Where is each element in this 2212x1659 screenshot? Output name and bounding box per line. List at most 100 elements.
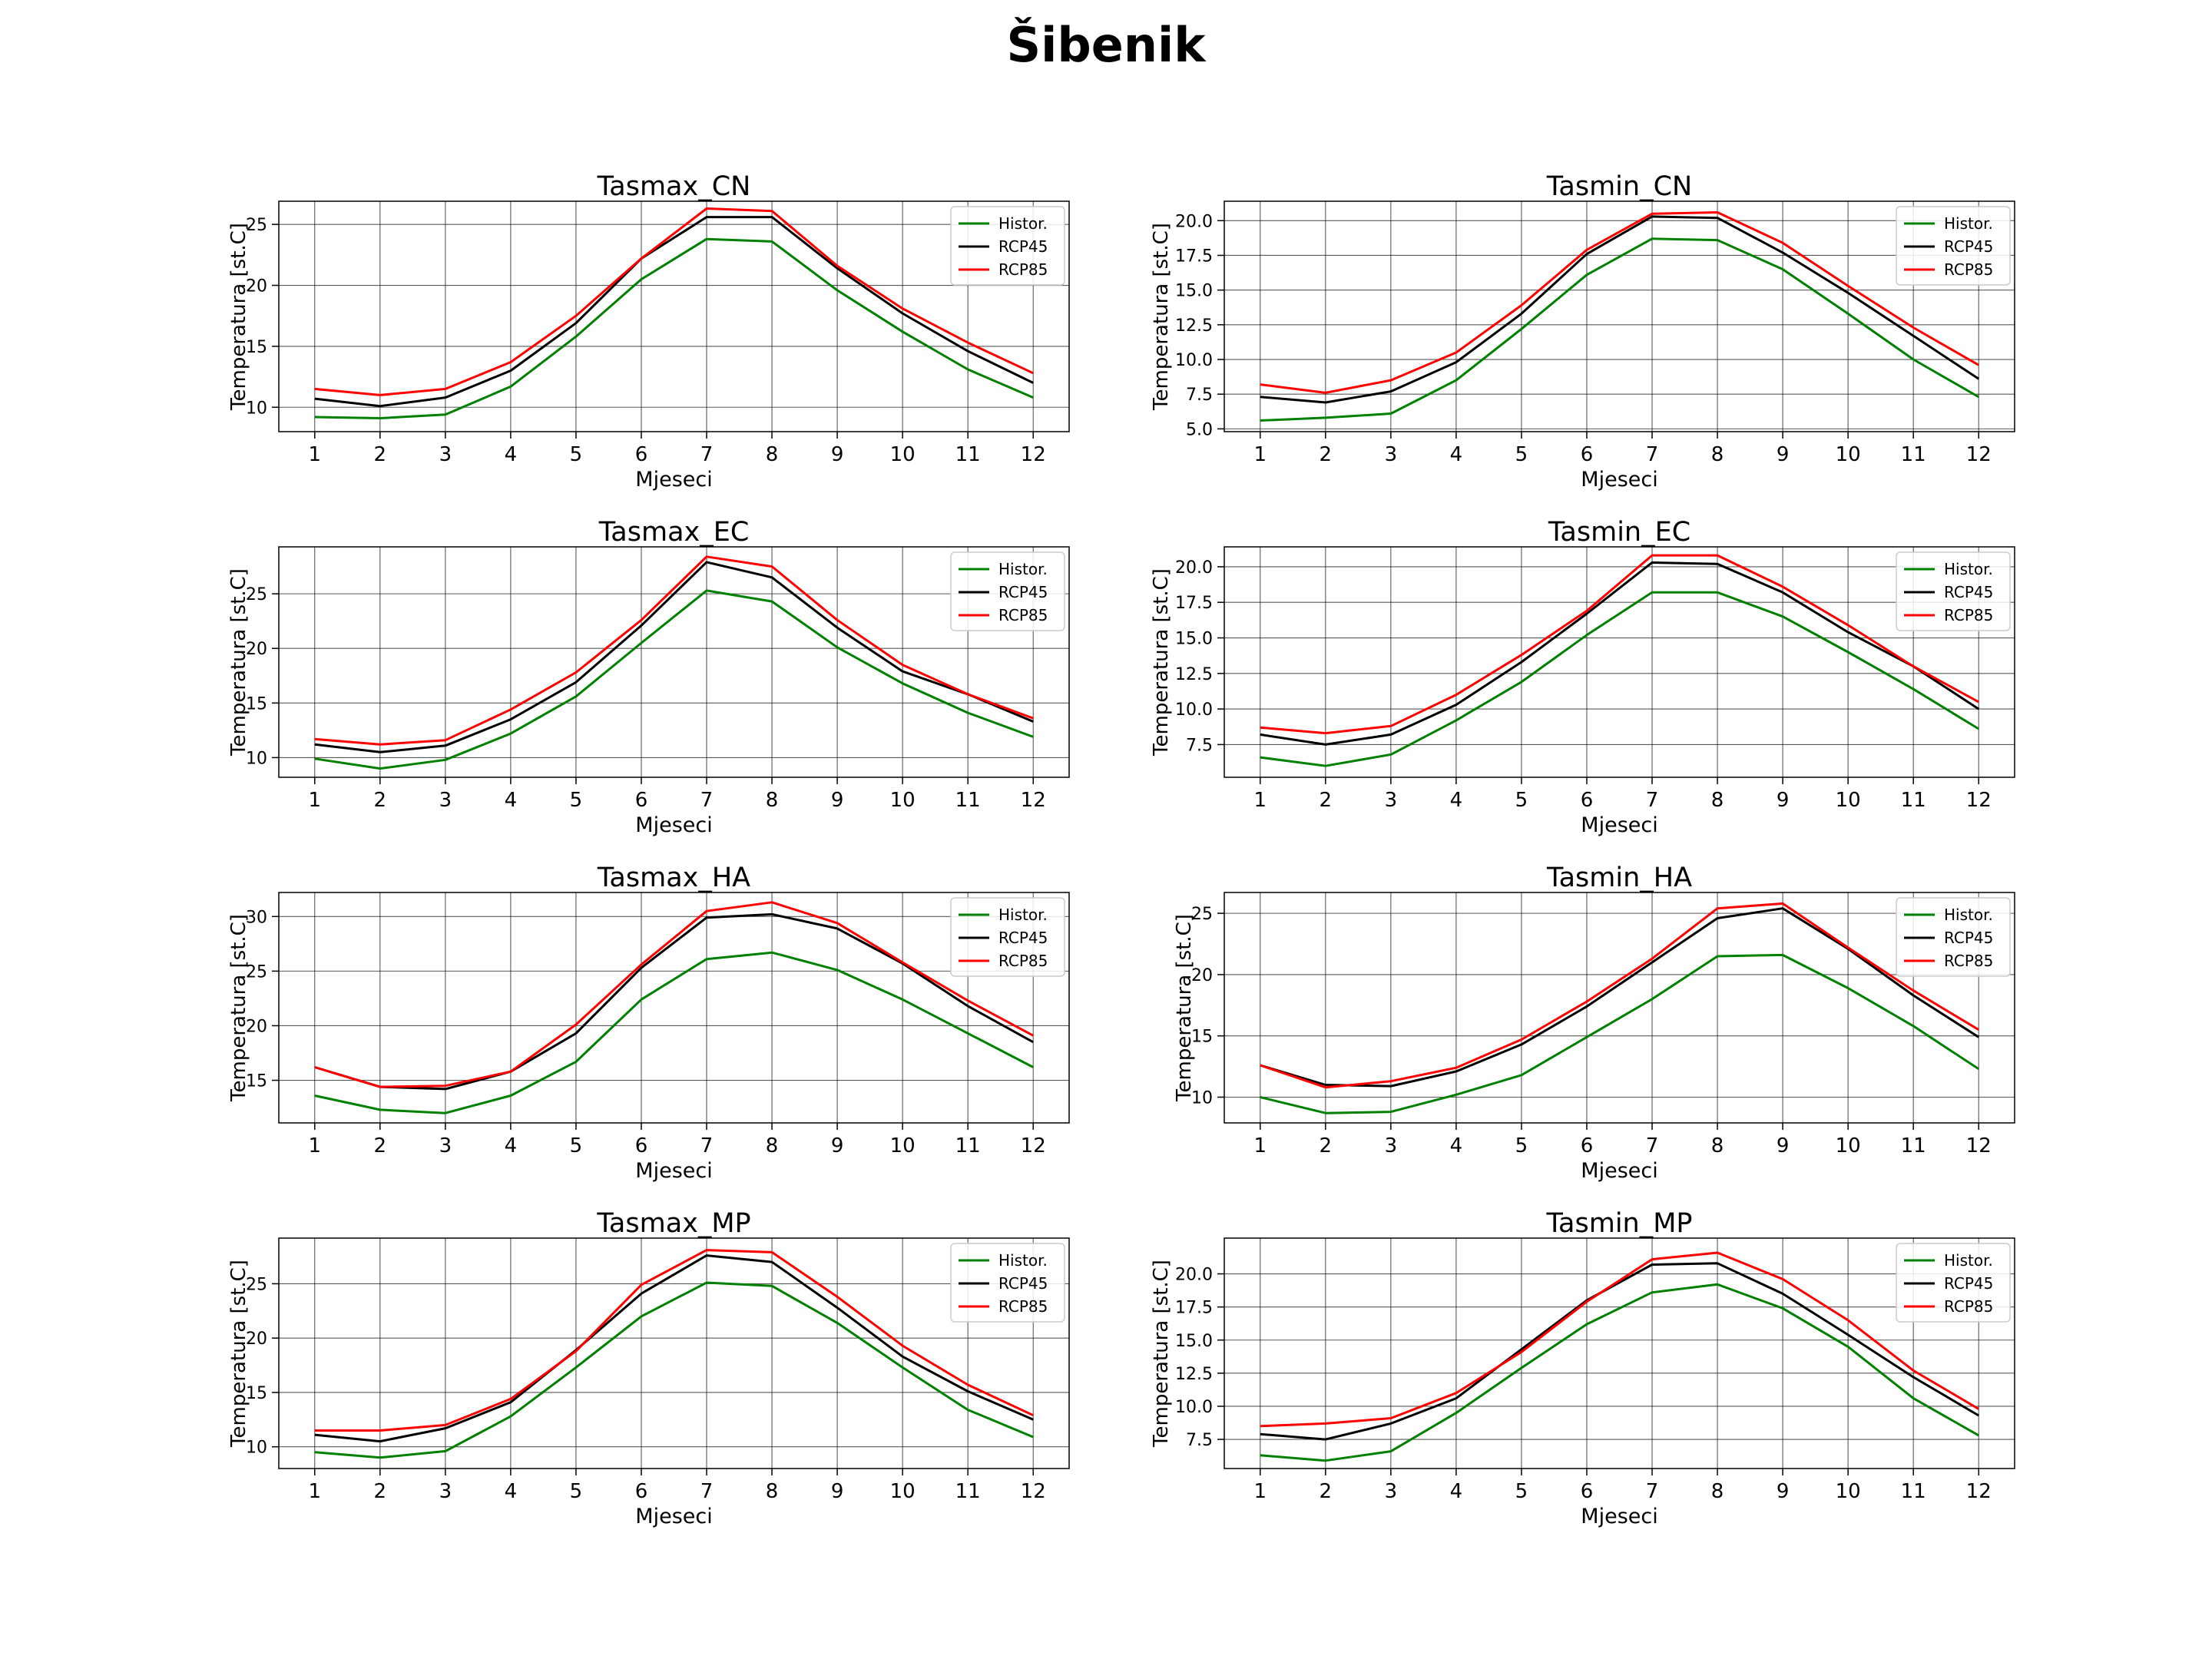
x-tick-label: 5 bbox=[1515, 1134, 1528, 1157]
x-tick-label: 8 bbox=[766, 789, 779, 812]
x-tick-label: 10 bbox=[890, 1480, 916, 1503]
legend: Histor. RCP45 RCP85 bbox=[1896, 1243, 2011, 1323]
y-axis-label: Temperatura [st.C] bbox=[1150, 223, 1173, 411]
x-tick-label: 7 bbox=[700, 789, 714, 812]
x-axis-label: Mjeseci bbox=[635, 1505, 712, 1528]
x-tick-label: 8 bbox=[1711, 443, 1724, 466]
y-axis-label: Temperatura [st.C] bbox=[227, 1260, 250, 1448]
legend: Histor. RCP45 RCP85 bbox=[950, 897, 1065, 977]
legend-box bbox=[950, 206, 1065, 286]
series-line-histor bbox=[1260, 237, 1979, 422]
series-line-rcp85 bbox=[1260, 1251, 1979, 1428]
subplot-tasmin-ha: 1 2 3 4 5 6 7 8 9 10 11 1210152025Tasmin_HAMjeseciT… bbox=[1173, 863, 2015, 1183]
x-tick-label: 7 bbox=[1646, 1134, 1659, 1157]
x-tick-label: 4 bbox=[1450, 789, 1463, 812]
series-line-rcp45 bbox=[314, 561, 1034, 753]
x-tick-label: 5 bbox=[1515, 789, 1528, 812]
legend-label: Histor. bbox=[1944, 214, 1993, 233]
series-line-rcp85 bbox=[314, 555, 1034, 746]
x-axis-label: Mjeseci bbox=[1581, 813, 1657, 837]
legend-box bbox=[1896, 206, 2011, 286]
subplot-tasmin-ec: 1 2 3 4 5 6 7 8 9 10 11 127.510.012.515.017.520.0Ta… bbox=[1150, 517, 2015, 837]
legend-box bbox=[1896, 551, 2011, 631]
y-tick-label: 25 bbox=[246, 216, 267, 235]
y-tick-label: 17.5 bbox=[1175, 1299, 1213, 1318]
x-tick-label: 11 bbox=[1901, 1480, 1926, 1503]
plot-frame bbox=[1224, 546, 2015, 778]
x-tick-label: 9 bbox=[1777, 789, 1790, 812]
x-tick-label: 1 bbox=[1253, 1134, 1267, 1157]
subplot-tasmin-mp: 1 2 3 4 5 6 7 8 9 10 11 127.510.012.515.017.520.0Ta… bbox=[1150, 1208, 2015, 1528]
subplot-title: Tasmax_MP bbox=[596, 1208, 750, 1239]
legend: Histor. RCP45 RCP85 bbox=[1896, 897, 2011, 977]
y-tick-label: 30 bbox=[246, 908, 267, 927]
legend-label: RCP45 bbox=[1944, 1274, 1993, 1293]
legend: Histor. RCP45 RCP85 bbox=[1896, 206, 2011, 286]
y-tick-label: 7.5 bbox=[1186, 1431, 1213, 1450]
figure-title: Šibenik bbox=[1006, 17, 1206, 73]
x-tick-label: 3 bbox=[1385, 443, 1398, 466]
x-tick-label: 7 bbox=[700, 1480, 714, 1503]
x-tick-label: 10 bbox=[890, 443, 916, 466]
legend-box bbox=[1896, 1243, 2011, 1323]
subplot-title: Tasmax_EC bbox=[598, 517, 750, 548]
y-tick-label: 12.5 bbox=[1175, 1365, 1213, 1384]
series-line-histor bbox=[314, 589, 1034, 770]
x-tick-label: 6 bbox=[1581, 1480, 1594, 1503]
y-tick-label: 25 bbox=[246, 1275, 267, 1294]
legend: Histor. RCP45 RCP85 bbox=[950, 1243, 1065, 1323]
plot-frame bbox=[1224, 1237, 2015, 1469]
y-axis-label: Temperatura [st.C] bbox=[227, 568, 250, 757]
x-axis-label: Mjeseci bbox=[635, 468, 712, 492]
y-tick-label: 20 bbox=[1191, 966, 1213, 985]
x-tick-label: 3 bbox=[1385, 1480, 1398, 1503]
subplot-title: Tasmin_EC bbox=[1548, 517, 1690, 548]
x-tick-label: 5 bbox=[1515, 443, 1528, 466]
legend: Histor. RCP45 RCP85 bbox=[1896, 551, 2011, 631]
x-tick-label: 5 bbox=[570, 1134, 583, 1157]
series-line-histor bbox=[314, 951, 1034, 1114]
y-tick-label: 15 bbox=[246, 1384, 267, 1403]
x-tick-label: 5 bbox=[570, 1480, 583, 1503]
x-tick-label: 3 bbox=[439, 1480, 452, 1503]
y-tick-label: 12.5 bbox=[1175, 665, 1213, 684]
x-tick-label: 11 bbox=[1901, 1134, 1926, 1157]
subplot-title: Tasmin_MP bbox=[1545, 1208, 1692, 1239]
series-line-histor bbox=[314, 1281, 1034, 1459]
x-tick-label: 12 bbox=[1021, 1134, 1046, 1157]
y-tick-label: 5.0 bbox=[1186, 420, 1213, 439]
x-tick-label: 6 bbox=[635, 789, 648, 812]
x-tick-label: 10 bbox=[1836, 443, 1861, 466]
x-tick-label: 12 bbox=[1021, 789, 1046, 812]
x-tick-label: 2 bbox=[374, 1480, 387, 1503]
legend-label: RCP85 bbox=[1944, 952, 1993, 970]
y-tick-label: 20 bbox=[246, 277, 267, 296]
y-tick-label: 10 bbox=[246, 749, 267, 768]
y-tick-label: 10 bbox=[1191, 1088, 1213, 1108]
series-line-rcp85 bbox=[1260, 554, 1979, 735]
x-tick-label: 11 bbox=[955, 1480, 981, 1503]
legend-label: RCP85 bbox=[998, 606, 1048, 624]
legend-box bbox=[1896, 897, 2011, 977]
x-tick-label: 9 bbox=[831, 789, 844, 812]
series-line-rcp85 bbox=[1260, 902, 1979, 1089]
subplot-title: Tasmin_CN bbox=[1546, 171, 1692, 202]
plot-frame bbox=[278, 1237, 1070, 1469]
y-tick-label: 20.0 bbox=[1175, 212, 1213, 231]
x-tick-label: 6 bbox=[635, 1134, 648, 1157]
legend-box bbox=[950, 1243, 1065, 1323]
y-tick-label: 25 bbox=[1191, 905, 1213, 924]
legend-label: RCP45 bbox=[1944, 583, 1993, 601]
x-tick-label: 12 bbox=[1966, 1134, 1992, 1157]
y-tick-label: 15 bbox=[246, 338, 267, 357]
x-tick-label: 11 bbox=[955, 443, 981, 466]
x-tick-label: 8 bbox=[766, 1134, 779, 1157]
legend-label: RCP85 bbox=[1944, 260, 1993, 279]
subplot-tasmax-ec: 1 2 3 4 5 6 7 8 9 10 11 1210152025Tasmax_ECMjeseciT… bbox=[227, 517, 1070, 837]
y-axis-label: Temperatura [st.C] bbox=[1173, 914, 1196, 1102]
x-tick-label: 8 bbox=[766, 1480, 779, 1503]
x-tick-label: 3 bbox=[439, 789, 452, 812]
y-tick-label: 17.5 bbox=[1175, 594, 1213, 613]
y-tick-label: 25 bbox=[246, 585, 267, 604]
